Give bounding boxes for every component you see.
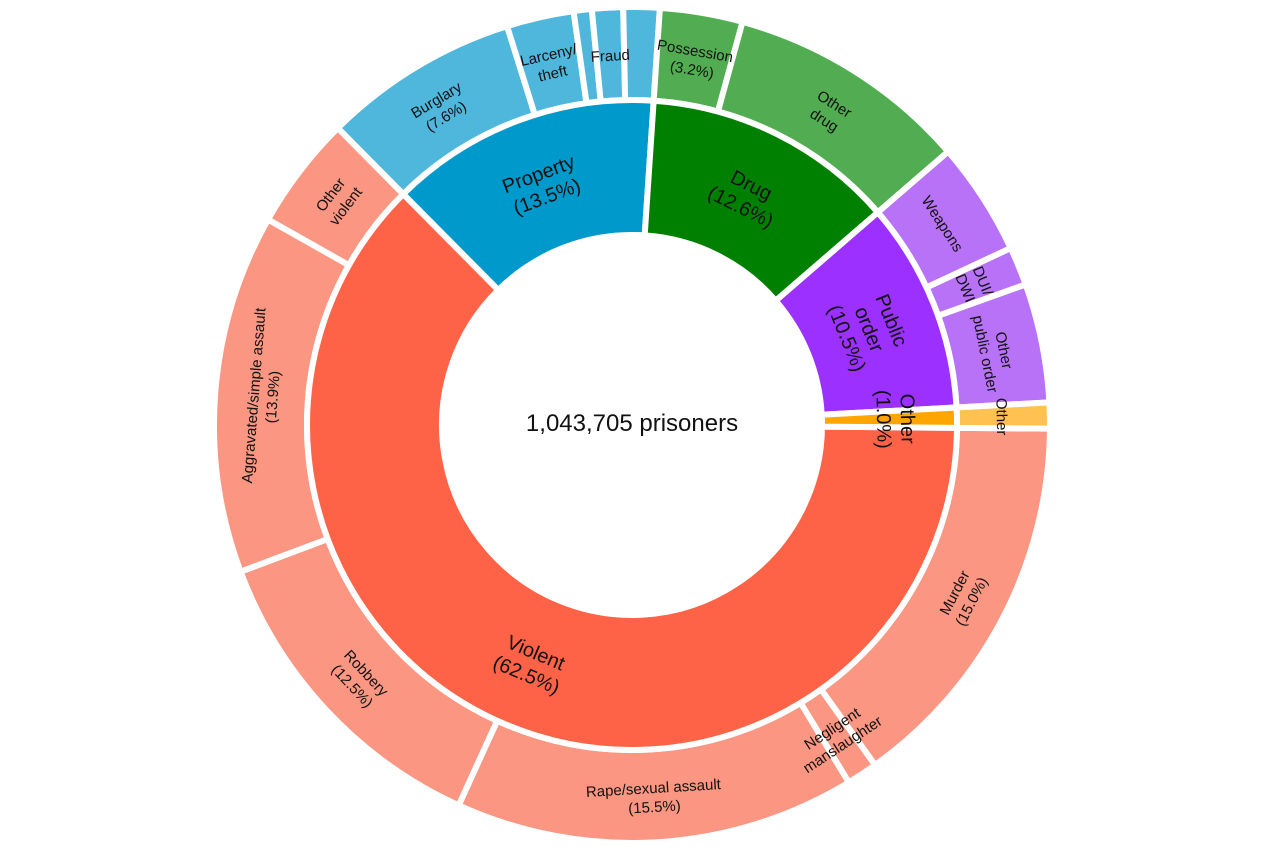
inner-wedge-violent — [304, 189, 961, 753]
outer-label-other: Other — [992, 398, 1010, 436]
outer-label-fraud: Fraud — [590, 47, 630, 66]
inner-ring — [304, 97, 961, 753]
inner-wedge-other — [818, 404, 960, 431]
outer-ring — [211, 4, 1054, 846]
center-label: 1,043,705 prisoners — [526, 410, 738, 437]
inner-label-other: Other(1.0%) — [871, 389, 918, 449]
